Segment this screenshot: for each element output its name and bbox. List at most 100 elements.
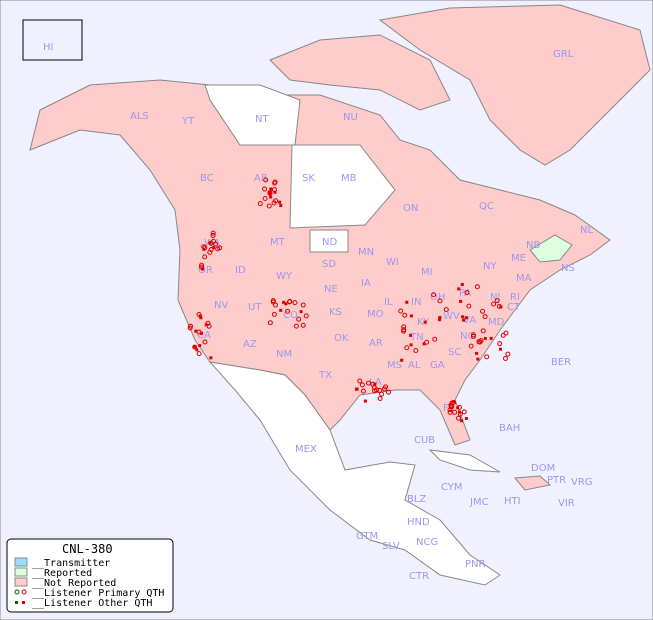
listener-primary-marker	[503, 330, 509, 336]
label-wy: WY	[276, 271, 293, 282]
listener-primary-marker	[470, 333, 476, 339]
listener-primary-marker	[210, 232, 216, 238]
listener-primary-marker	[262, 195, 268, 201]
listener-other-marker	[462, 318, 466, 322]
hawaii-inset	[22, 19, 83, 61]
label-id: ID	[235, 265, 246, 276]
listener-other-marker	[279, 203, 283, 207]
listener-primary-marker	[449, 404, 455, 410]
listener-primary-marker	[192, 344, 198, 350]
listener-primary-marker	[468, 343, 474, 349]
listener-other-marker	[460, 419, 464, 423]
listener-other-marker	[355, 387, 359, 391]
label-cym: CYM	[441, 482, 463, 493]
listener-other-marker	[405, 300, 409, 304]
region-sk-mb	[289, 144, 396, 229]
label-sc: SC	[448, 347, 461, 358]
listener-primary-marker	[300, 302, 306, 308]
label-wv: WV	[443, 311, 460, 322]
legend-primary-icon	[14, 589, 20, 595]
label-al: AL	[408, 360, 421, 371]
label-gtm: GTM	[356, 531, 378, 542]
label-ri: RI	[510, 292, 520, 303]
label-hi: HI	[43, 42, 53, 53]
listener-primary-marker	[402, 312, 408, 318]
label-nj: NJ	[490, 292, 500, 303]
region-ns	[529, 234, 573, 263]
listener-primary-marker	[383, 384, 389, 390]
legend-item: __Listener Primary QTH	[32, 588, 164, 599]
listener-other-marker	[199, 331, 203, 335]
listener-primary-marker	[271, 187, 277, 193]
listener-other-marker	[457, 410, 461, 414]
listener-primary-marker	[505, 351, 511, 357]
label-mo: MO	[367, 309, 384, 320]
label-nu: NU	[343, 112, 358, 123]
label-slv: SLV	[382, 541, 400, 552]
listener-other-marker	[461, 315, 465, 319]
listener-other-marker	[198, 314, 202, 318]
listener-other-marker	[282, 300, 286, 304]
legend-swatch-reported	[14, 567, 28, 577]
label-cub: CUB	[414, 435, 435, 446]
listener-other-marker	[198, 344, 202, 348]
listener-primary-marker	[370, 381, 376, 387]
listener-other-marker	[476, 357, 480, 361]
listener-other-marker	[459, 299, 463, 303]
listener-primary-marker	[404, 345, 410, 351]
listener-other-marker	[456, 406, 460, 410]
listener-primary-marker	[360, 388, 366, 394]
listener-primary-marker	[196, 351, 202, 357]
listener-primary-marker	[208, 240, 214, 246]
label-or: OR	[198, 265, 213, 276]
listener-other-marker	[475, 351, 479, 355]
label-ut: UT	[248, 302, 262, 313]
legend-other-icon	[15, 601, 18, 604]
listener-other-marker	[483, 336, 487, 340]
listener-other-marker	[438, 315, 442, 319]
listener-primary-marker	[285, 308, 291, 314]
label-ca: CA	[197, 330, 211, 341]
label-nv: NV	[214, 300, 228, 311]
listener-primary-marker	[480, 328, 486, 334]
legend-title: CNL-380	[62, 542, 113, 556]
label-vir: VIR	[558, 498, 575, 509]
listener-other-marker	[278, 200, 282, 204]
label-me: ME	[511, 253, 526, 264]
label-nt: NT	[255, 114, 269, 125]
region-na	[29, 79, 611, 446]
listener-other-marker	[269, 195, 273, 199]
listener-other-marker	[422, 342, 426, 346]
label-nc: NC	[460, 331, 474, 342]
listener-other-marker	[498, 347, 502, 351]
label-yt: YT	[181, 116, 195, 127]
listener-primary-marker	[494, 298, 500, 304]
listener-primary-marker	[199, 264, 205, 270]
listener-other-marker	[409, 333, 413, 337]
listener-other-marker	[299, 310, 303, 314]
label-wi: WI	[386, 257, 399, 268]
listener-primary-marker	[202, 339, 208, 345]
label-hti: HTI	[504, 496, 521, 507]
listener-primary-marker	[201, 244, 207, 250]
listener-primary-marker	[267, 320, 273, 326]
label-ab: AB	[254, 173, 268, 184]
listener-primary-marker	[466, 303, 472, 309]
label-in: IN	[411, 297, 421, 308]
label-tx: TX	[318, 370, 332, 381]
listener-primary-marker	[210, 230, 216, 236]
region-hispaniola	[513, 475, 552, 491]
label-on: ON	[403, 203, 418, 214]
listener-other-marker	[209, 356, 213, 360]
listener-primary-marker	[366, 380, 372, 386]
label-il: IL	[384, 297, 393, 308]
listener-primary-marker	[300, 322, 306, 328]
listener-other-marker	[400, 358, 404, 362]
label-oh: OH	[430, 292, 445, 303]
label-md: MD	[488, 317, 505, 328]
label-nl: NL	[580, 225, 593, 236]
legend-swatch-transmitter	[14, 557, 28, 567]
label-jmc: JMC	[469, 497, 489, 508]
listener-primary-marker	[482, 314, 488, 320]
listener-primary-marker	[270, 299, 276, 305]
